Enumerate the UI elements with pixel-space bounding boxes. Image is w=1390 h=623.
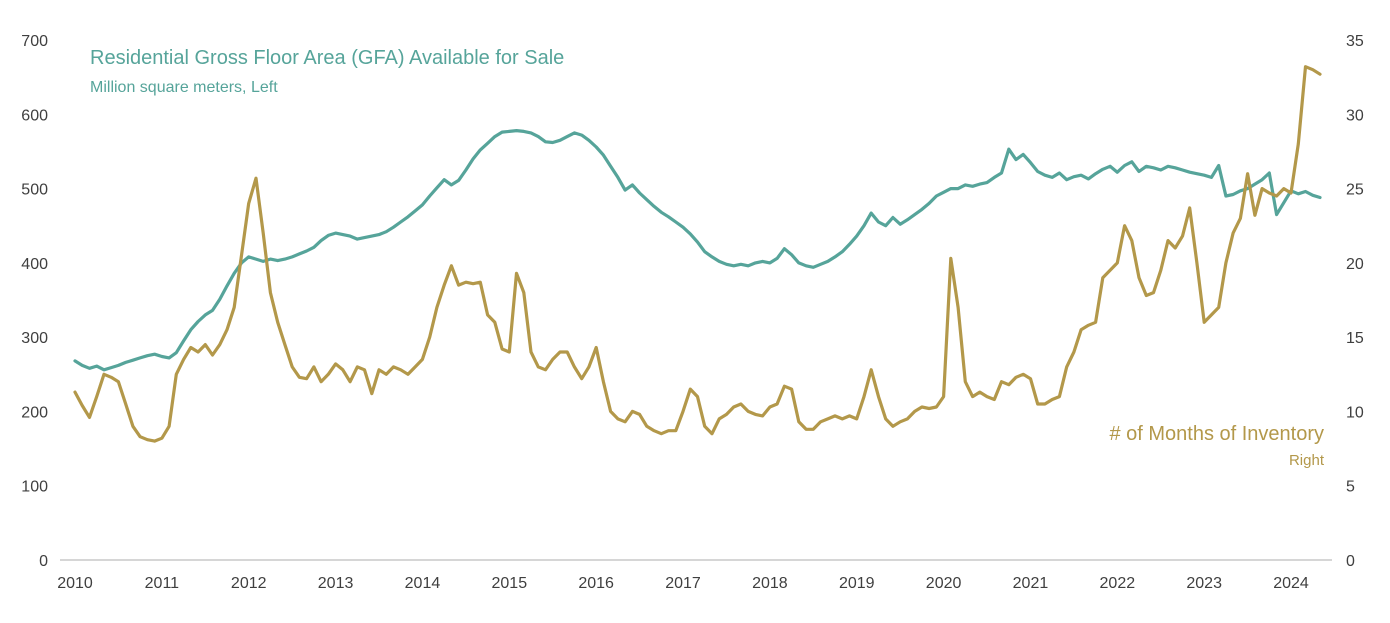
right-axis-tick-label: 0 — [1346, 553, 1355, 570]
x-axis-year-label: 2024 — [1273, 575, 1309, 592]
left-axis-tick-label: 600 — [21, 107, 48, 124]
right-axis-tick-label: 25 — [1346, 182, 1364, 199]
x-axis-year-label: 2020 — [926, 575, 962, 592]
right-axis-tick-label: 10 — [1346, 404, 1364, 421]
left-axis-tick-label: 400 — [21, 256, 48, 273]
right-axis-tick-labels: 0 5 10 15 20 25 30 35 — [1346, 33, 1364, 570]
gfa-series-line — [73, 129, 1322, 372]
x-axis-year-label: 2021 — [1013, 575, 1049, 592]
right-axis-tick-label: 30 — [1346, 107, 1364, 124]
x-axis-year-label: 2012 — [231, 575, 267, 592]
gfa-series-subtitle: Million square meters, Left — [90, 79, 278, 96]
x-axis-year-label: 2019 — [839, 575, 875, 592]
inventory-series-subtitle: Right — [1288, 452, 1324, 469]
x-axis-year-label: 2022 — [1100, 575, 1136, 592]
x-axis-year-label: 2010 — [57, 575, 93, 592]
inventory-series-line — [73, 65, 1322, 443]
left-axis-tick-label: 100 — [21, 479, 48, 496]
left-axis-tick-label: 0 — [39, 553, 48, 570]
left-axis-tick-label: 200 — [21, 404, 48, 421]
x-axis-year-label: 2018 — [752, 575, 788, 592]
x-axis-year-label: 2023 — [1186, 575, 1222, 592]
inventory-series-title: # of Months of Inventory — [1109, 423, 1324, 445]
left-axis-tick-label: 500 — [21, 182, 48, 199]
x-axis-year-label: 2014 — [405, 575, 441, 592]
x-axis-year-label: 2015 — [492, 575, 528, 592]
gfa-series-title: Residential Gross Floor Area (GFA) Avail… — [90, 47, 565, 69]
right-axis-tick-label: 5 — [1346, 479, 1355, 496]
x-axis-year-label: 2016 — [578, 575, 614, 592]
x-axis-year-label: 2013 — [318, 575, 354, 592]
right-axis-tick-label: 20 — [1346, 256, 1364, 273]
left-axis-tick-label: 700 — [21, 33, 48, 50]
x-axis-year-labels: 2010 2011 2012 2013 2014 2015 2016 2017 2018 2019… — [57, 575, 1309, 592]
x-axis-year-label: 2017 — [665, 575, 701, 592]
left-axis-tick-label: 300 — [21, 330, 48, 347]
right-axis-tick-label: 35 — [1346, 33, 1364, 50]
right-axis-tick-label: 15 — [1346, 330, 1364, 347]
x-axis-year-label: 2011 — [145, 575, 180, 592]
left-axis-tick-labels: 0 100 200 300 400 500 600 700 — [21, 33, 48, 570]
